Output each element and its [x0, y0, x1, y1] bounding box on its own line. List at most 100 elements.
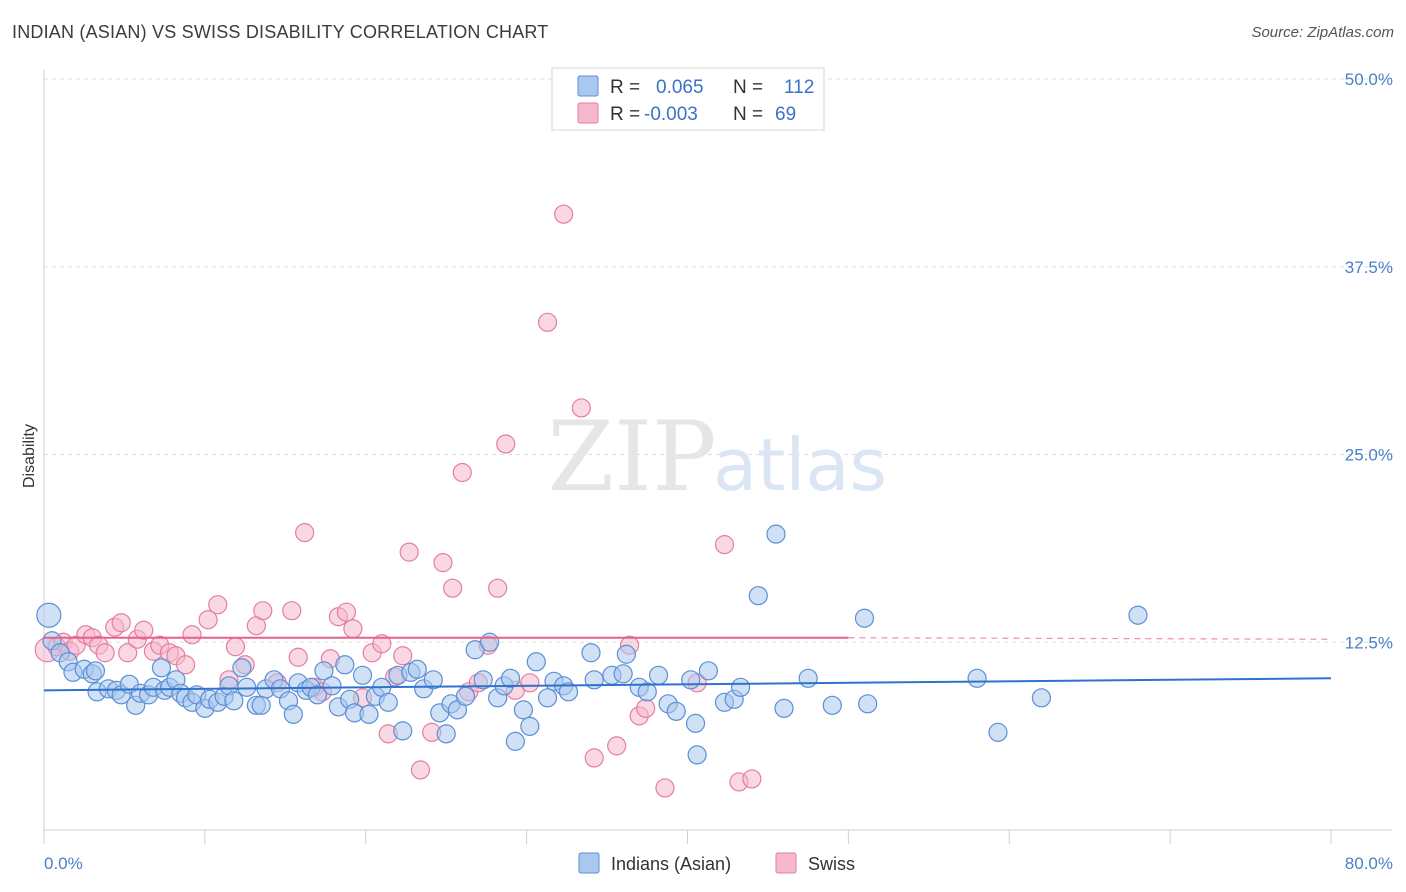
swiss-point — [295, 523, 315, 543]
indians-asian-point — [648, 665, 669, 685]
y-tick-label-2: 37.5% — [1345, 258, 1393, 277]
swiss-point — [225, 637, 246, 657]
indians-asian-point — [224, 691, 244, 711]
legend-swatch-pink — [577, 102, 599, 124]
chart-source: Source: ZipAtlas.com — [1251, 24, 1394, 41]
indians-asian-point — [766, 524, 786, 544]
swiss-point — [714, 535, 735, 555]
indians-asian-point — [666, 701, 686, 721]
indians-asian-point — [537, 688, 558, 708]
indians-asian-point — [251, 695, 271, 715]
indians-asian-point — [858, 694, 878, 714]
swiss-point — [607, 736, 627, 756]
swiss-point — [208, 595, 228, 615]
swiss-point — [282, 601, 302, 621]
swiss-point — [111, 613, 131, 633]
indians-asian-point — [314, 661, 334, 681]
series-legend-label-swiss: Swiss — [808, 854, 855, 874]
swiss-point — [636, 698, 656, 718]
indians-asian-point — [967, 668, 987, 688]
indians-asian-point — [335, 655, 355, 675]
y-tick-label-3: 50.0% — [1345, 70, 1393, 89]
indians-asian-point — [581, 643, 601, 663]
swiss-point — [118, 643, 138, 663]
indians-asian-point — [378, 692, 398, 712]
indians-asian-point — [36, 602, 62, 628]
indians-asian-point — [822, 695, 842, 715]
swiss-point — [95, 643, 115, 663]
indians-asian-point — [283, 704, 303, 724]
indians-asian-point — [500, 668, 521, 688]
swiss-point — [443, 578, 463, 598]
swiss-point — [372, 634, 392, 654]
indians-asian-point — [505, 731, 525, 751]
legend-n-value-blue: 112 — [784, 77, 814, 98]
legend-swatch-blue — [577, 75, 599, 97]
indians-asian-point — [774, 698, 794, 718]
indians-asian-point — [1031, 688, 1052, 708]
legend-r-label-blue: R = — [610, 77, 640, 98]
indians-asian-point — [455, 686, 476, 706]
gridlines — [44, 78, 1392, 643]
indians-asian-point — [1128, 605, 1148, 625]
swiss-point — [175, 655, 196, 675]
series-legend-swatch-swiss — [775, 852, 797, 874]
indians-asian-trend-line — [43, 677, 1332, 692]
indians-asian-point — [480, 632, 500, 652]
series-legend-label-indians: Indians (Asian) — [611, 854, 731, 874]
swiss-point — [520, 673, 540, 693]
swiss-point — [288, 647, 308, 667]
swiss-point — [537, 312, 558, 332]
indians-asian-points — [36, 524, 1148, 765]
indians-asian-point — [558, 682, 579, 702]
legend-r-value-blue: 0.065 — [656, 77, 704, 98]
swiss-point — [584, 748, 604, 768]
x-tick-marks — [43, 830, 1332, 844]
indians-asian-point — [436, 724, 456, 744]
indians-asian-point — [237, 677, 257, 697]
y-tick-label-0: 12.5% — [1345, 633, 1393, 652]
legend-r-value-pink: -0.003 — [644, 104, 698, 125]
x-tick-label-max: 80.0% — [1345, 854, 1393, 873]
indians-asian-point — [407, 659, 427, 679]
indians-asian-point — [359, 704, 379, 724]
series-legend: Indians (Asian) Swiss — [578, 852, 855, 874]
series-legend-swatch-indians — [578, 852, 600, 874]
swiss-point — [571, 398, 591, 418]
y-tick-label-1: 25.0% — [1345, 446, 1393, 465]
chart-title: INDIAN (ASIAN) VS SWISS DISABILITY CORRE… — [12, 22, 549, 42]
indians-asian-point — [85, 661, 106, 681]
y-tick-labels: 12.5% 25.0% 37.5% 50.0% — [1345, 70, 1393, 652]
swiss-point — [198, 610, 218, 630]
indians-asian-point — [681, 670, 701, 690]
indians-asian-point — [730, 677, 751, 697]
watermark-zip: ZIP — [547, 401, 716, 513]
swiss-point — [452, 462, 472, 483]
swiss-point — [343, 619, 363, 639]
indians-asian-point — [698, 661, 719, 681]
indians-asian-point — [393, 721, 413, 741]
swiss-point — [742, 769, 762, 789]
legend-n-value-pink: 69 — [775, 104, 796, 125]
indians-asian-point — [232, 658, 252, 678]
legend-n-label-blue: N = — [733, 77, 763, 98]
watermark-atlas: atlas — [713, 423, 887, 507]
swiss-point — [336, 602, 357, 622]
legend-r-label-pink: R = — [610, 104, 640, 125]
indians-asian-point — [988, 722, 1008, 742]
indians-asian-point — [520, 716, 540, 736]
swiss-point — [410, 760, 431, 780]
swiss-point — [554, 204, 574, 224]
indians-asian-point — [637, 682, 657, 702]
indians-asian-point — [748, 586, 768, 606]
indians-asian-point — [798, 668, 818, 688]
swiss-point — [399, 542, 419, 562]
indians-asian-point — [513, 700, 534, 720]
y-axis-title: Disability — [21, 424, 38, 488]
x-tick-label-min: 0.0% — [44, 854, 83, 873]
indians-asian-point — [423, 670, 443, 690]
indians-asian-point — [613, 664, 633, 684]
indians-asian-point — [616, 644, 636, 664]
indians-asian-point — [151, 658, 172, 678]
swiss-trend-line-extension — [848, 637, 1332, 640]
